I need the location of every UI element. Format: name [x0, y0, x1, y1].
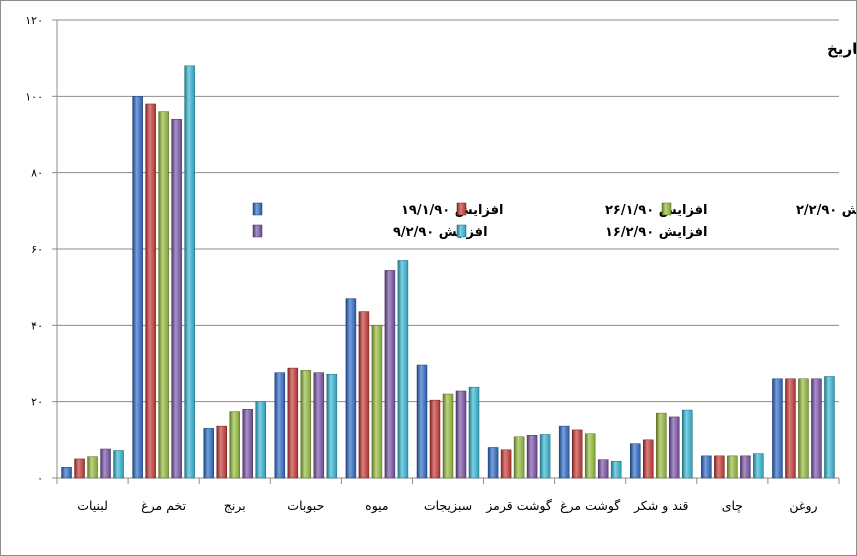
bar: [61, 467, 72, 479]
legend-label: افزایش ۱۹/۱/۹۰: [401, 203, 503, 218]
bar: [753, 453, 764, 479]
bar: [643, 439, 654, 479]
bar: [416, 364, 428, 479]
category-labels: لبنیات تخم مرغ برنج حبوبات میوه سبزیجات گوشت ق…: [77, 498, 817, 514]
legend-label: افزایش ۹/۲/۹۰: [393, 225, 488, 240]
bar: [255, 401, 266, 479]
bar: [145, 103, 156, 479]
bar: [558, 425, 570, 479]
bar: [584, 433, 596, 479]
legend-swatch: [456, 202, 467, 216]
bar: [345, 298, 357, 479]
bar: [429, 399, 441, 479]
bar: [714, 455, 725, 479]
legend-label: افزایش ۱۶/۲/۹۰: [605, 225, 707, 240]
bar: [397, 260, 409, 479]
bar: [216, 425, 227, 479]
bar: [171, 118, 182, 479]
bar: [287, 367, 299, 479]
bar: [727, 455, 738, 479]
bar: [811, 378, 822, 479]
bar: [630, 443, 641, 479]
category-label: حبوبات: [287, 498, 324, 514]
bar: [74, 458, 85, 479]
bar: [313, 372, 325, 479]
bar: [300, 370, 312, 479]
legend: افزایش ۱۹/۱/۹۰ افزایش ۲۶/۱/۹۰ افزایش ۲/۲/۹…: [252, 202, 856, 240]
category-label: گوشت قرمز: [485, 498, 552, 514]
bar: [772, 378, 783, 479]
bar: [539, 434, 551, 479]
bar: [468, 386, 480, 479]
category-label: تخم مرغ: [141, 498, 186, 514]
bar: [824, 376, 835, 479]
bar: [455, 390, 467, 479]
bar: [500, 449, 512, 479]
y-tick-label: ۲۰: [31, 396, 43, 409]
legend-swatch: [456, 224, 467, 238]
bar: [326, 373, 338, 479]
bar: [242, 409, 253, 479]
bar: [798, 378, 809, 479]
bar: [682, 409, 693, 479]
bar: [274, 372, 286, 479]
chart-title: نمودار درصد افزایش قیمت گروه های یازده گ…: [827, 40, 856, 58]
y-tick-label: ۰: [37, 472, 43, 485]
category-label: چای: [722, 498, 743, 513]
bar: [384, 270, 396, 479]
legend-swatch: [252, 224, 263, 238]
bar: [740, 455, 751, 479]
bar: [113, 450, 124, 479]
y-axis: ۰ ۲۰ ۴۰ ۶۰ ۸۰ ۱۰۰ ۱۲۰: [25, 14, 58, 485]
y-tick-label: ۱۰۰: [25, 90, 43, 103]
bar: [442, 393, 454, 479]
bar: [487, 447, 499, 479]
y-tick-label: ۱۲۰: [25, 14, 43, 27]
bar: [597, 459, 609, 479]
category-label: برنج: [224, 498, 246, 514]
category-label: میوه: [365, 498, 388, 514]
bar: [513, 436, 525, 479]
y-tick-label: ۴۰: [31, 319, 43, 332]
category-label: قند و شکر: [633, 498, 689, 514]
legend-swatch: [252, 202, 263, 216]
category-label: سبزیجات: [424, 498, 472, 514]
bar: [229, 411, 240, 479]
bar: [656, 412, 667, 479]
bar: [184, 65, 195, 479]
bar: [203, 428, 214, 479]
legend-label: افزایش ۲/۲/۹۰: [796, 203, 856, 218]
bars: [61, 65, 835, 479]
bar: [358, 311, 370, 479]
bar: [100, 448, 111, 479]
bar: [87, 456, 98, 479]
bar: [132, 96, 143, 479]
category-label: لبنیات: [77, 498, 108, 513]
category-label: روغن: [789, 498, 817, 514]
bar: [158, 111, 169, 479]
bar: [371, 325, 383, 479]
bar: [669, 416, 680, 479]
legend-swatch: [661, 202, 672, 216]
bar: [701, 455, 712, 479]
bar: [785, 378, 796, 479]
y-tick-label: ۶۰: [31, 243, 43, 256]
bar: [610, 460, 622, 479]
x-axis: [56, 477, 840, 484]
bar: [526, 435, 538, 479]
bar: [571, 429, 583, 479]
y-tick-label: ۸۰: [31, 167, 43, 180]
legend-label: افزایش ۲۶/۱/۹۰: [605, 203, 707, 218]
category-label: گوشت مرغ: [560, 498, 620, 514]
